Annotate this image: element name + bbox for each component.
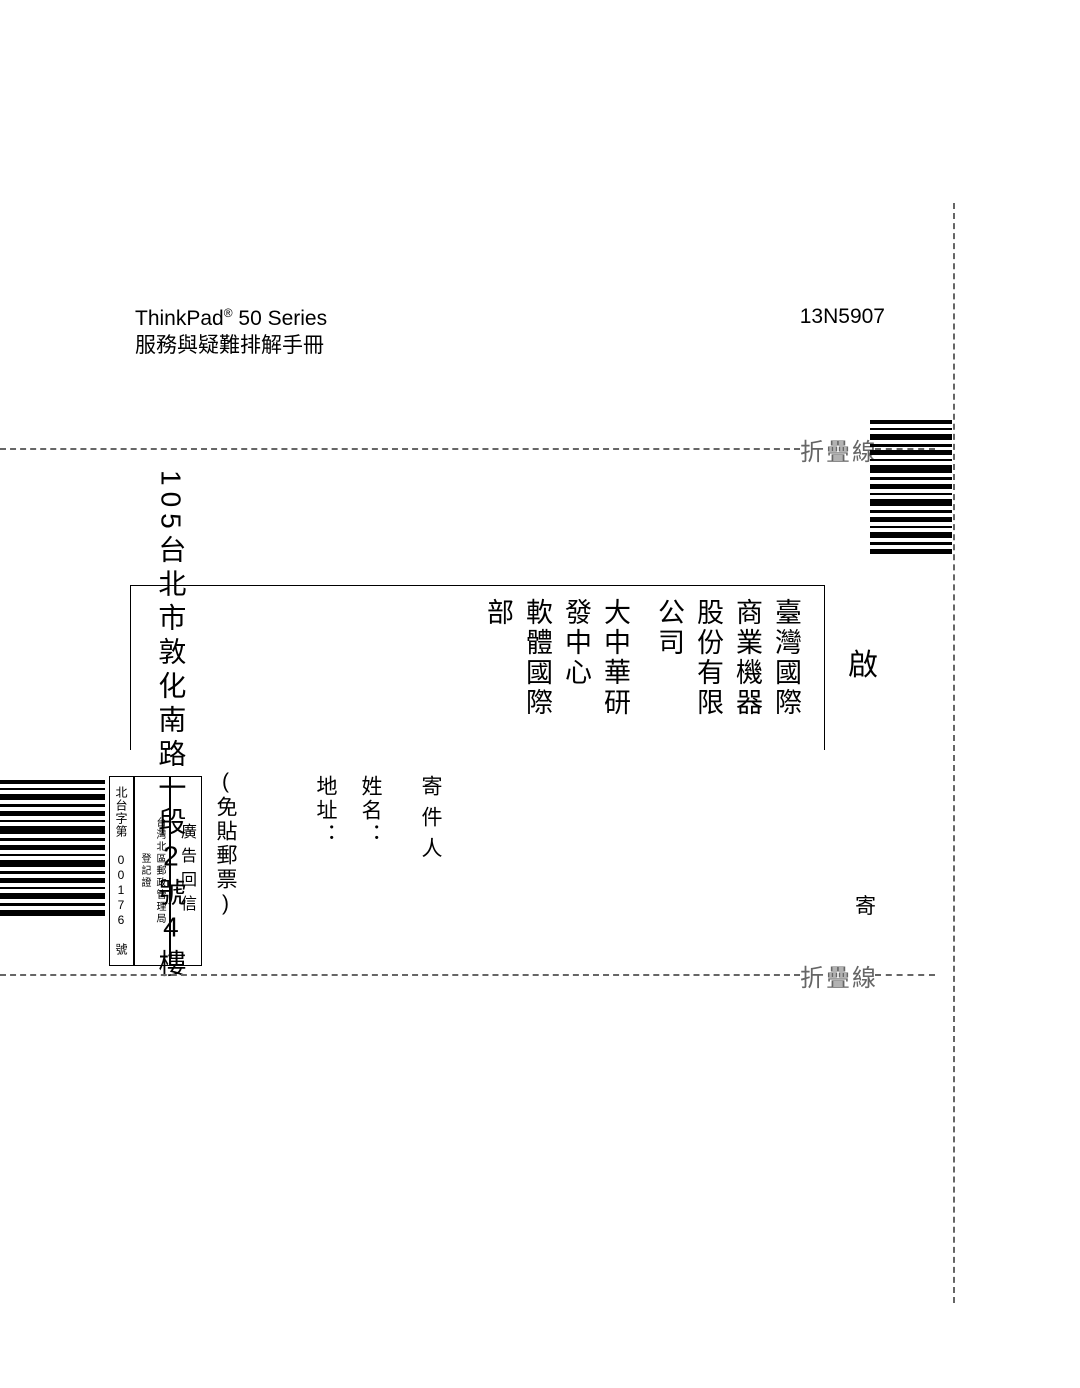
- subtitle: 服務與疑難排解手冊: [135, 334, 324, 357]
- recipient-dept: 大中華研發中心 軟體國際部: [479, 598, 635, 738]
- fold-label-bottom: 折疊線: [800, 958, 878, 993]
- recipient-dept-b: 軟體國際部: [483, 598, 552, 718]
- permit-type: 廣告回信: [170, 776, 202, 966]
- doc-number: 13N5907: [800, 305, 885, 329]
- sender-addr-label: 地址：: [310, 775, 340, 955]
- kai-character: 啟: [848, 640, 878, 684]
- fold-label-top: 折疊線: [800, 432, 878, 467]
- permit-authority-text: 台灣北區郵政管理局: [154, 817, 165, 925]
- permit-authority: 台灣北區郵政管理局 登記證: [134, 776, 170, 966]
- recipient-box: 臺灣國際商業機器股份有限公司 大中華研發中心 軟體國際部: [130, 585, 825, 750]
- sender-name-label: 姓名：: [355, 775, 385, 955]
- barcode-right: [870, 420, 952, 555]
- sender-block: 寄件人 姓名： 地址：: [310, 775, 445, 955]
- permit-number: 北台字第 00176 號: [109, 776, 134, 966]
- product-title: ThinkPad® 50 Series 服務與疑難排解手冊: [135, 305, 885, 360]
- permit-box: 廣告回信 台灣北區郵政管理局 登記證 北台字第 00176 號: [110, 776, 202, 966]
- registered-mark: ®: [224, 306, 233, 320]
- header-area: ThinkPad® 50 Series 服務與疑難排解手冊 13N5907: [135, 305, 885, 360]
- fold-line-top: [0, 448, 800, 450]
- series: 50 Series: [233, 307, 328, 330]
- right-dashed-line: [953, 203, 955, 1303]
- barcode-left: [0, 780, 105, 920]
- fold-line-bottom-right: [875, 974, 935, 976]
- permit-reg-text: 登記證: [139, 853, 150, 889]
- fold-line-bottom: [0, 974, 800, 976]
- sender-label: 寄件人: [415, 775, 445, 955]
- no-postage-label: (免貼郵票): [210, 770, 240, 918]
- product-name: ThinkPad: [135, 307, 224, 330]
- recipient-dept-a: 大中華研發中心: [561, 598, 630, 718]
- ji-character: 寄: [855, 890, 876, 920]
- postal-code: 105: [155, 470, 186, 535]
- recipient-company: 臺灣國際商業機器股份有限公司: [650, 598, 806, 738]
